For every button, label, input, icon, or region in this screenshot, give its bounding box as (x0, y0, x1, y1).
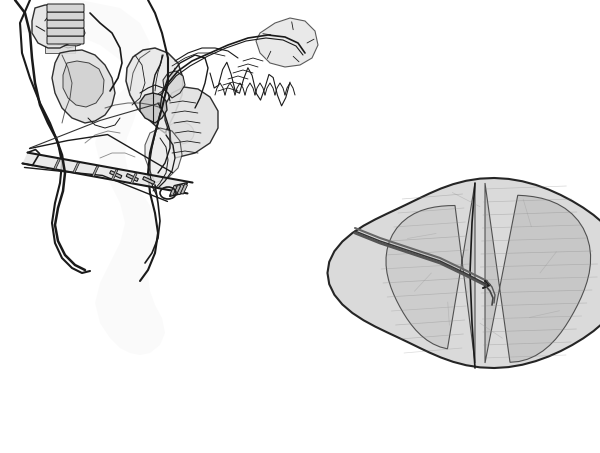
Polygon shape (143, 177, 155, 184)
Polygon shape (165, 87, 218, 158)
Polygon shape (256, 18, 318, 67)
Ellipse shape (166, 122, 194, 144)
Polygon shape (173, 185, 181, 195)
Polygon shape (51, 15, 81, 23)
FancyBboxPatch shape (47, 12, 84, 20)
Polygon shape (163, 71, 185, 98)
Polygon shape (177, 184, 184, 195)
Polygon shape (53, 5, 83, 13)
Polygon shape (145, 128, 182, 183)
Polygon shape (50, 18, 85, 48)
Polygon shape (386, 183, 475, 363)
Polygon shape (22, 153, 188, 193)
Polygon shape (126, 48, 183, 133)
FancyBboxPatch shape (47, 4, 84, 12)
FancyBboxPatch shape (47, 20, 84, 28)
Polygon shape (54, 159, 60, 169)
Polygon shape (20, 0, 165, 355)
Polygon shape (181, 184, 187, 194)
Polygon shape (169, 183, 188, 197)
Polygon shape (110, 171, 122, 178)
Polygon shape (170, 185, 177, 196)
Polygon shape (73, 162, 79, 173)
FancyBboxPatch shape (47, 28, 84, 36)
Polygon shape (140, 93, 167, 123)
Polygon shape (63, 61, 104, 107)
Polygon shape (328, 178, 600, 368)
Polygon shape (485, 183, 590, 363)
Polygon shape (47, 35, 77, 43)
FancyBboxPatch shape (47, 36, 84, 44)
Polygon shape (131, 173, 137, 184)
Polygon shape (92, 166, 98, 177)
Polygon shape (32, 5, 76, 48)
Polygon shape (52, 50, 115, 123)
Polygon shape (49, 25, 79, 33)
Polygon shape (45, 45, 75, 53)
Polygon shape (126, 173, 139, 181)
Polygon shape (112, 169, 118, 180)
